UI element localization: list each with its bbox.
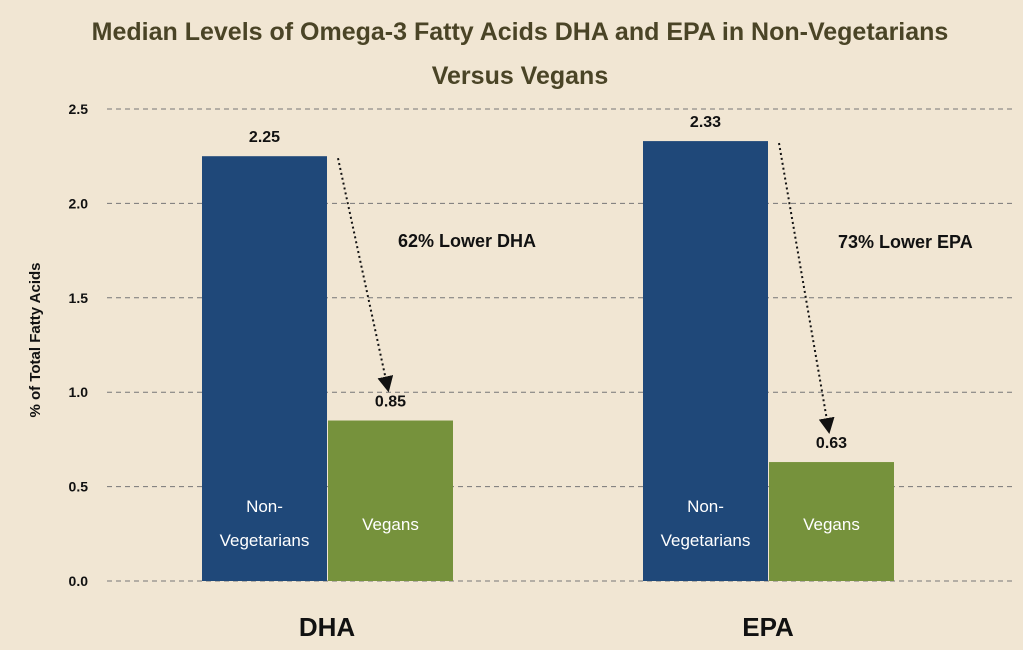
- bar-non-vegetarians-dha: [202, 156, 327, 581]
- chart-title-line2: Versus Vegans: [432, 62, 609, 90]
- bar-series-label: Non-: [246, 497, 283, 516]
- bar-series-label: Non-: [687, 497, 724, 516]
- reduction-annotation: 62% Lower DHA: [398, 231, 536, 251]
- reduction-annotation: 73% Lower EPA: [838, 232, 973, 252]
- bar-vegans-epa: [769, 462, 894, 581]
- y-tick-label: 1.0: [69, 384, 89, 400]
- y-tick-label: 1.5: [69, 290, 89, 306]
- bar-series-label: Vegetarians: [220, 531, 310, 550]
- decrease-arrow: [778, 142, 835, 434]
- y-tick-label: 0.5: [69, 479, 89, 495]
- data-label: 2.33: [690, 114, 721, 131]
- data-label: 0.85: [375, 394, 406, 411]
- y-axis-label: % of Total Fatty Acids: [27, 262, 44, 417]
- data-label: 0.63: [816, 435, 847, 452]
- bar-series-label: Vegetarians: [661, 531, 751, 550]
- y-tick-label: 2.0: [69, 195, 89, 211]
- chart-title: Median Levels of Omega-3 Fatty Acids DHA…: [92, 18, 949, 46]
- bar-non-vegetarians-epa: [643, 141, 768, 581]
- y-tick-label: 0.0: [69, 573, 89, 589]
- data-label: 2.25: [249, 129, 280, 146]
- y-tick-label: 2.5: [69, 101, 89, 117]
- bar-series-label: Vegans: [803, 515, 860, 534]
- bar-vegans-dha: [328, 420, 453, 581]
- decrease-arrow: [337, 157, 394, 393]
- bar-series-label: Vegans: [362, 515, 419, 534]
- x-category-label: DHA: [299, 612, 356, 642]
- x-category-label: EPA: [742, 612, 794, 642]
